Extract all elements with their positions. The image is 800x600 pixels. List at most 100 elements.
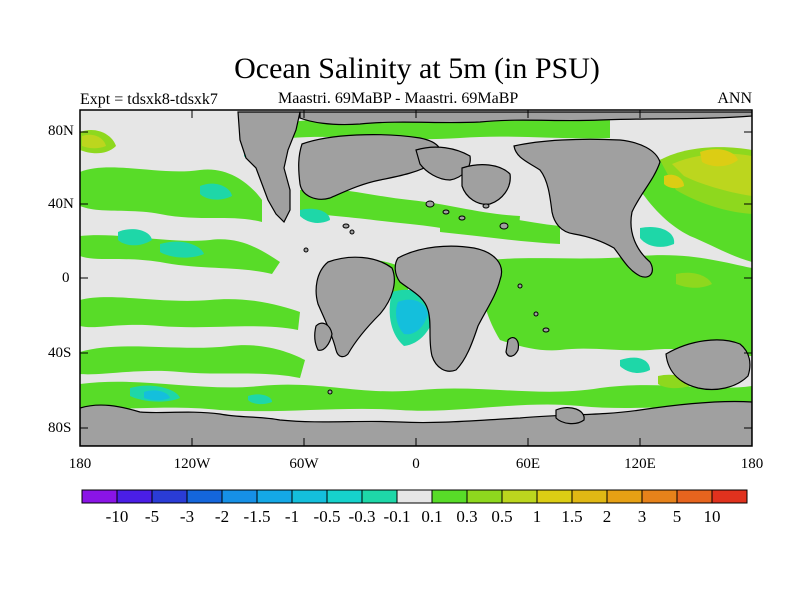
x-axis-label: 120E: [624, 456, 656, 472]
experiment-label: Expt = tdsxk8-tdsxk7: [80, 91, 218, 108]
colorbar-label: -1.5: [243, 507, 271, 526]
anomaly-band-tethys: [440, 213, 560, 244]
anomaly-low-east-pacific: [640, 226, 675, 247]
colorbar-swatch: [431, 489, 468, 504]
subtitle-label: Maastri. 69MaBP - Maastri. 69MaBP: [278, 90, 519, 107]
landmass-south-america: [315, 256, 395, 358]
landmass-arctic-strip: [299, 111, 752, 126]
landmass-africa: [394, 245, 503, 372]
anomaly-low-indian-south: [620, 357, 650, 373]
island-tethys-a: [425, 200, 435, 208]
island-south-atlantic-a: [517, 283, 523, 289]
colorbar-label: 0.5: [491, 507, 513, 526]
landmass-patagonia: [314, 322, 333, 351]
island-arabia: [499, 222, 509, 230]
landmass-eurasia-central: [461, 164, 511, 205]
island-east-pacific: [303, 247, 309, 253]
colorbar-label: -5: [144, 507, 160, 526]
colorbar-label: 2: [602, 507, 612, 526]
colorbar-label: -3: [179, 507, 195, 526]
island-indian-ocean: [542, 327, 550, 333]
colorbar-swatch: [676, 489, 713, 504]
x-axis-label: 180: [68, 456, 92, 472]
landmass-eurasia-east: [513, 138, 661, 278]
colorbar-label: 1: [532, 507, 542, 526]
colorbar-label: 0.1: [421, 507, 443, 526]
colorbar-label: 3: [637, 507, 647, 526]
anomaly-core-arctic-west-inner: [82, 134, 106, 149]
colorbar-swatch: [186, 489, 223, 504]
anomaly-low-south-pacific-core: [144, 390, 170, 401]
island-tethys-b: [442, 209, 450, 215]
colorbar-swatch: [221, 489, 258, 504]
colorbar-swatch: [116, 489, 153, 504]
x-axis-ticks: [79, 110, 753, 446]
colorbar-label: -10: [105, 507, 129, 526]
y-axis-label: 40S: [48, 345, 72, 361]
colorbar-label: 10: [703, 507, 721, 526]
anomaly-core-east-asia-inner: [672, 153, 752, 196]
landmass-australia: [665, 339, 751, 391]
colorbar-label: -0.3: [348, 507, 376, 526]
colorbar-label: -1: [284, 507, 300, 526]
colorbar: [81, 489, 748, 504]
colorbar-swatch: [361, 489, 398, 504]
anomaly-low-southern-ocean: [248, 394, 272, 405]
colorbar-swatch: [256, 489, 293, 504]
colorbar-label: 5: [672, 507, 682, 526]
anomaly-band-south-pacific-a: [80, 297, 300, 330]
y-axis-label: 80S: [48, 420, 72, 436]
colorbar-swatch: [151, 489, 188, 504]
landmass-antarctica: [80, 400, 752, 446]
islands: [303, 200, 550, 395]
colorbar-swatch: [291, 489, 328, 504]
colorbar-label: 1.5: [561, 507, 583, 526]
colorbar-swatch: [536, 489, 573, 504]
island-tethys-c: [458, 215, 466, 221]
anomaly-core-east-asia-west: [664, 174, 684, 189]
colorbar-swatch: [466, 489, 503, 504]
season-label: ANN: [717, 90, 752, 107]
anomaly-low-north-atlantic: [300, 208, 330, 223]
colorbar-swatch: [396, 489, 433, 504]
island-south-pacific: [327, 389, 333, 395]
colorbar-label: -0.1: [383, 507, 411, 526]
y-axis-label: 40N: [48, 196, 74, 212]
landmass-north-america: [237, 111, 301, 224]
anomaly-low-north-pacific-b: [200, 183, 232, 200]
landmass-antarctic-peninsula: [555, 407, 585, 425]
colorbar-label: -2: [214, 507, 230, 526]
island-south-atlantic-b: [533, 311, 539, 317]
anomaly-band-north-pacific: [80, 167, 262, 222]
island-tethys-d: [482, 203, 490, 209]
anomaly-low-south-atlantic-core: [396, 299, 428, 335]
x-axis-label: 120W: [173, 456, 211, 472]
colorbar-label: -0.5: [313, 507, 341, 526]
colorbar-label: 0.3: [456, 507, 478, 526]
land-masses: [80, 111, 752, 446]
x-axis-label: 60E: [515, 456, 541, 472]
x-axis-label: 0: [412, 456, 420, 472]
colorbar-swatch: [571, 489, 608, 504]
y-axis-label: 0: [62, 270, 70, 286]
colorbar-swatch: [641, 489, 678, 504]
map-title: Ocean Salinity at 5m (in PSU): [234, 52, 600, 85]
colorbar-swatch: [81, 489, 118, 504]
colorbar-swatch: [606, 489, 643, 504]
anomaly-core-east-asia-peak: [700, 149, 738, 167]
x-axis-label: 60W: [289, 456, 319, 472]
landmass-madagascar-india: [505, 337, 519, 357]
anomaly-low-pacific-band: [160, 241, 204, 258]
landmass-north-america-interior: [298, 134, 442, 200]
colorbar-swatch: [501, 489, 538, 504]
y-axis-label: 80N: [48, 123, 74, 139]
anomaly-band-west-pacific-south: [640, 298, 752, 326]
island-caribbean-b: [349, 229, 355, 235]
island-caribbean-a: [342, 223, 350, 229]
strong-positive-anomaly-regions: [80, 129, 752, 389]
anomaly-core-east-pacific-a: [676, 272, 712, 288]
anomaly-band-south-pacific-b: [80, 345, 305, 378]
colorbar-swatch: [711, 489, 748, 504]
y-axis-ticks: [80, 131, 752, 429]
